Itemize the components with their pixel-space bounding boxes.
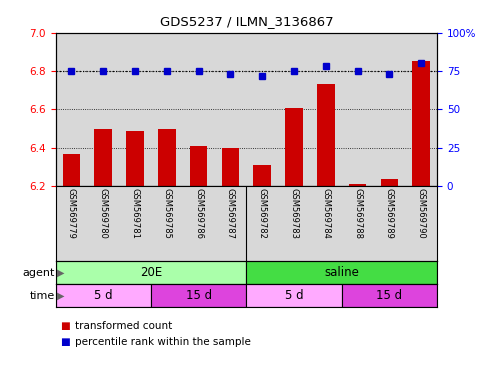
Bar (222, 148, 239, 186)
Bar (158, 129, 176, 186)
Bar (56, 261, 246, 284)
Text: GSM569781: GSM569781 (130, 189, 140, 239)
Bar (349, 184, 367, 186)
Text: GSM569783: GSM569783 (289, 189, 298, 240)
Text: GSM569780: GSM569780 (99, 189, 108, 239)
Bar (254, 165, 271, 186)
Text: 20E: 20E (140, 266, 162, 279)
Bar (342, 284, 437, 307)
Text: GSM569789: GSM569789 (385, 189, 394, 239)
Text: 5 d: 5 d (94, 289, 113, 302)
Text: saline: saline (324, 266, 359, 279)
Bar (246, 284, 342, 307)
Bar (190, 146, 207, 186)
Text: ▶: ▶ (57, 268, 64, 278)
Text: GSM569790: GSM569790 (417, 189, 426, 239)
Text: ■: ■ (60, 321, 70, 331)
Text: 15 d: 15 d (376, 289, 402, 302)
Text: GSM569784: GSM569784 (321, 189, 330, 239)
Bar (126, 131, 144, 186)
Text: 5 d: 5 d (284, 289, 303, 302)
Bar (412, 61, 430, 186)
Bar (151, 284, 246, 307)
Text: transformed count: transformed count (75, 321, 172, 331)
Bar (63, 154, 80, 186)
Bar (56, 284, 151, 307)
Text: ■: ■ (60, 337, 70, 347)
Text: GSM569788: GSM569788 (353, 189, 362, 240)
Bar (95, 129, 112, 186)
Text: 15 d: 15 d (185, 289, 212, 302)
Bar (246, 261, 437, 284)
Text: GSM569779: GSM569779 (67, 189, 76, 239)
Text: GSM569786: GSM569786 (194, 189, 203, 240)
Text: GSM569785: GSM569785 (162, 189, 171, 239)
Bar (285, 108, 303, 186)
Bar (317, 84, 335, 186)
Text: percentile rank within the sample: percentile rank within the sample (75, 337, 251, 347)
Text: GDS5237 / ILMN_3136867: GDS5237 / ILMN_3136867 (159, 15, 333, 28)
Bar (381, 179, 398, 186)
Text: ▶: ▶ (57, 291, 64, 301)
Text: GSM569782: GSM569782 (258, 189, 267, 239)
Text: GSM569787: GSM569787 (226, 189, 235, 240)
Text: agent: agent (22, 268, 55, 278)
Text: time: time (29, 291, 55, 301)
